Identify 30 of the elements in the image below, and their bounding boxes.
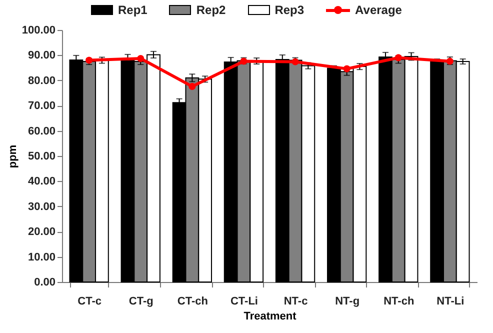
y-tick-label: 40.00 — [28, 176, 56, 188]
y-tick-label: 70.00 — [28, 100, 56, 112]
y-axis-title: ppm — [6, 144, 19, 168]
y-tick-label: 30.00 — [28, 200, 56, 213]
y-tick-label: 50.00 — [28, 150, 56, 162]
x-tick-label: NT-ch — [384, 296, 414, 308]
y-tick-label: 90.00 — [28, 50, 56, 62]
x-tick-label: CT-ch — [177, 296, 208, 308]
y-tick-label: 60.00 — [28, 125, 56, 138]
x-axis-title: Treatment — [244, 310, 297, 322]
x-tick-label: CT-c — [78, 296, 102, 308]
legend-label: Rep2 — [196, 3, 226, 17]
y-tick-label: 80.00 — [28, 74, 56, 87]
y-tick-label: 100.00 — [22, 24, 56, 36]
legend-label: Rep1 — [118, 3, 148, 17]
y-tick-label: 20.00 — [28, 226, 56, 238]
x-tick-label: CT-Li — [230, 296, 258, 308]
point — [188, 82, 196, 90]
y-tick-label: 0.00 — [34, 276, 56, 288]
y-tick-label: 10.00 — [28, 251, 56, 264]
legend-label: Rep3 — [274, 3, 304, 17]
point — [343, 65, 350, 72]
x-tick-label: NT-c — [284, 296, 308, 308]
point — [292, 58, 299, 66]
x-tick-label: NT-g — [335, 296, 360, 308]
legend-label: Average — [355, 3, 402, 17]
point — [137, 54, 144, 62]
point — [394, 54, 402, 62]
x-tick-label: NT-Li — [436, 296, 464, 308]
x-tick-label: CT-g — [128, 296, 154, 308]
